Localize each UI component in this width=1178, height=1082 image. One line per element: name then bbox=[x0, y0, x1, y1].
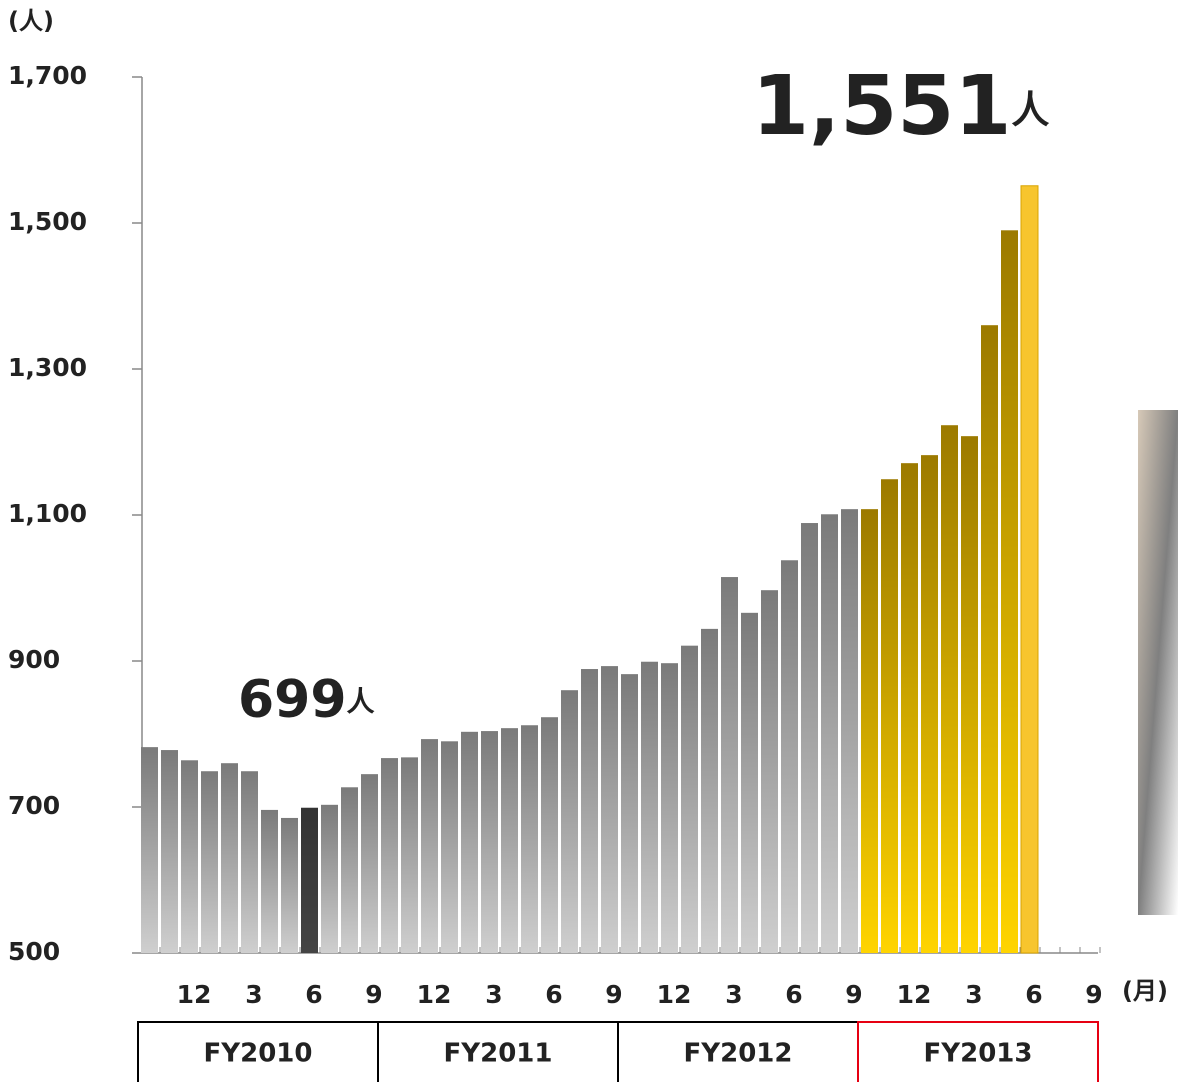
x-tick-label: 9 bbox=[1085, 980, 1102, 1009]
bar bbox=[241, 771, 258, 953]
photo bbox=[1138, 410, 1178, 915]
bar bbox=[361, 774, 378, 953]
bar bbox=[481, 731, 498, 953]
bar bbox=[301, 808, 318, 953]
bar bbox=[381, 758, 398, 953]
fiscal-year-label: FY2012 bbox=[684, 1039, 793, 1069]
bar bbox=[201, 771, 218, 953]
bar bbox=[181, 760, 198, 953]
bar bbox=[961, 436, 978, 953]
x-unit: (月) bbox=[1122, 977, 1168, 1005]
bar bbox=[221, 763, 238, 953]
bar bbox=[661, 663, 678, 953]
x-tick-label: 3 bbox=[485, 980, 502, 1009]
fiscal-year-label: FY2011 bbox=[444, 1039, 553, 1069]
bar bbox=[721, 577, 738, 953]
bar bbox=[321, 805, 338, 953]
page: (人) (月) 1,551人 699人 5007009001,1001,3001… bbox=[0, 0, 1178, 1082]
bar bbox=[541, 717, 558, 953]
bar bbox=[501, 728, 518, 953]
x-tick-label: 3 bbox=[965, 980, 982, 1009]
bar bbox=[341, 787, 358, 953]
x-tick-label: 12 bbox=[417, 980, 452, 1009]
bar bbox=[761, 590, 778, 953]
bar bbox=[141, 747, 158, 953]
bar bbox=[281, 818, 298, 953]
y-unit: (人) bbox=[8, 7, 54, 35]
y-tick-label: 1,700 bbox=[8, 61, 87, 90]
x-tick-label: 12 bbox=[897, 980, 932, 1009]
annotation-unit: 人 bbox=[347, 685, 375, 718]
fiscal-year-label: FY2013 bbox=[924, 1039, 1033, 1069]
x-tick-label: 12 bbox=[177, 980, 212, 1009]
x-tick-label: 3 bbox=[245, 980, 262, 1009]
y-tick-label: 900 bbox=[8, 645, 60, 674]
x-tick-label: 9 bbox=[845, 980, 862, 1009]
bar bbox=[161, 750, 178, 953]
x-tick-label: 6 bbox=[1025, 980, 1042, 1009]
bar bbox=[921, 455, 938, 953]
x-tick-label: 6 bbox=[785, 980, 802, 1009]
bar bbox=[521, 725, 538, 953]
y-tick-label: 1,300 bbox=[8, 353, 87, 382]
bar bbox=[641, 662, 658, 953]
fiscal-year-label: FY2010 bbox=[204, 1039, 313, 1069]
x-tick-label: 9 bbox=[365, 980, 382, 1009]
bar bbox=[1001, 230, 1018, 953]
bar bbox=[781, 560, 798, 953]
bar bbox=[421, 739, 438, 953]
annotation: 699人 bbox=[238, 670, 375, 730]
y-tick-label: 500 bbox=[8, 937, 60, 966]
x-tick-label: 6 bbox=[305, 980, 322, 1009]
y-tick-label: 1,100 bbox=[8, 499, 87, 528]
y-tick-label: 700 bbox=[8, 791, 60, 820]
bar bbox=[941, 425, 958, 953]
bar bbox=[581, 669, 598, 953]
x-tick-label: 12 bbox=[657, 980, 692, 1009]
bar bbox=[701, 629, 718, 953]
bar bbox=[601, 666, 618, 953]
bar bbox=[801, 523, 818, 953]
bar bbox=[841, 509, 858, 953]
bar bbox=[261, 810, 278, 953]
bar bbox=[461, 732, 478, 953]
bar bbox=[401, 757, 418, 953]
x-tick-label: 3 bbox=[725, 980, 742, 1009]
bar bbox=[561, 690, 578, 953]
bar bbox=[981, 325, 998, 953]
annotation: 1,551人 bbox=[752, 59, 1049, 154]
bar bbox=[821, 514, 838, 953]
annotation-value: 1,551 bbox=[752, 59, 1011, 154]
y-tick-label: 1,500 bbox=[8, 207, 87, 236]
bar bbox=[861, 509, 878, 953]
bar bbox=[621, 674, 638, 953]
chart: (人) (月) 1,551人 699人 5007009001,1001,3001… bbox=[0, 0, 1178, 1082]
annotation-unit: 人 bbox=[1011, 88, 1049, 132]
bar bbox=[881, 479, 898, 953]
annotation-value: 699 bbox=[238, 670, 347, 730]
bar bbox=[441, 741, 458, 953]
x-tick-label: 6 bbox=[545, 980, 562, 1009]
bar bbox=[901, 463, 918, 953]
x-tick-label: 9 bbox=[605, 980, 622, 1009]
bar bbox=[741, 613, 758, 953]
bar bbox=[681, 646, 698, 953]
bar bbox=[1021, 186, 1038, 953]
